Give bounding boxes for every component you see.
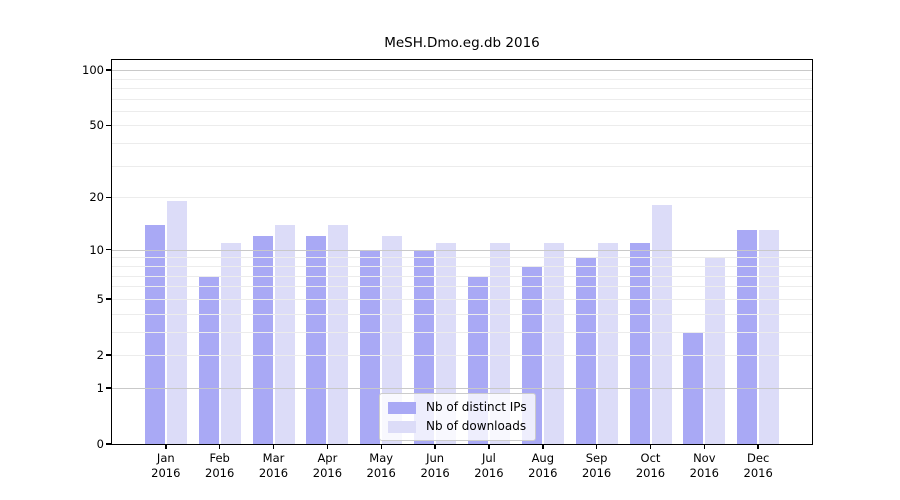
legend: Nb of distinct IPs Nb of downloads — [379, 393, 536, 441]
x-tick-label-aug: Aug 2016 — [528, 451, 558, 480]
y-tick-label-50: 50 — [89, 118, 104, 133]
gridline-minor-20 — [112, 197, 812, 199]
x-tick-nov — [703, 444, 706, 449]
y-tick-label-1: 1 — [96, 380, 104, 395]
y-tick-20 — [106, 196, 112, 198]
bar-nb-of-downloads-sep — [597, 242, 618, 444]
x-tick-aug — [542, 444, 544, 449]
gridline-major-10 — [112, 249, 812, 251]
x-tick-label-jan: Jan 2016 — [151, 451, 181, 480]
gridline-minor-2 — [112, 355, 812, 356]
bar-nb-of-distinct-ips-feb — [198, 275, 219, 444]
gridline-minor-9 — [112, 257, 812, 259]
x-tick-oct — [649, 444, 652, 449]
gridline-minor-8 — [112, 266, 812, 267]
y-tick-label-20: 20 — [89, 190, 104, 205]
bar-nb-of-distinct-ips-oct — [629, 242, 650, 444]
x-tick-label-may: May 2016 — [366, 451, 396, 480]
x-tick-may — [380, 444, 382, 449]
bar-nb-of-distinct-ips-sep — [575, 257, 596, 444]
y-tick-10 — [106, 248, 112, 251]
gridline-minor-40 — [112, 143, 812, 145]
plot-frame — [111, 59, 813, 445]
x-tick-apr — [326, 444, 329, 449]
bar-nb-of-distinct-ips-may — [360, 249, 381, 444]
gridline-minor-7 — [112, 275, 812, 277]
legend-swatch-distinct-ips — [388, 401, 416, 414]
legend-swatch-downloads — [388, 420, 416, 433]
x-tick-label-sep: Sep 2016 — [581, 451, 612, 480]
x-tick-jun — [434, 444, 436, 449]
bar-nb-of-downloads-nov — [705, 257, 726, 444]
bar-nb-of-downloads-jan — [166, 201, 187, 444]
legend-item-distinct-ips: Nb of distinct IPs — [388, 399, 527, 416]
chart-title: MeSH.Dmo.eg.db 2016 — [384, 35, 540, 51]
bar-nb-of-downloads-dec — [759, 230, 780, 444]
x-tick-mar — [272, 444, 275, 449]
y-tick-50 — [106, 124, 112, 127]
y-tick-label-0: 0 — [96, 437, 104, 451]
gridline-minor-3 — [112, 331, 812, 333]
gridline-minor-30 — [112, 165, 812, 167]
bar-nb-of-distinct-ips-dec — [737, 230, 758, 444]
gridline-minor-80 — [112, 87, 812, 89]
y-tick-0 — [106, 443, 112, 445]
bar-nb-of-distinct-ips-jan — [144, 224, 165, 444]
gridline-minor-70 — [112, 98, 812, 100]
bar-nb-of-distinct-ips-apr — [306, 236, 327, 444]
x-tick-label-jul: Jul 2016 — [474, 451, 504, 480]
bar-nb-of-downloads-aug — [543, 242, 564, 444]
y-tick-100 — [106, 69, 112, 71]
bar-nb-of-downloads-oct — [651, 205, 672, 444]
x-tick-feb — [218, 444, 221, 449]
bar-nb-of-distinct-ips-mar — [252, 236, 273, 444]
x-tick-label-jun: Jun 2016 — [420, 451, 450, 480]
legend-label-distinct-ips: Nb of distinct IPs — [426, 400, 527, 414]
y-tick-label-5: 5 — [96, 291, 104, 306]
y-tick-2 — [106, 354, 112, 356]
gridline-major-100 — [112, 70, 812, 71]
y-tick-label-100: 100 — [82, 63, 104, 77]
y-tick-5 — [106, 298, 112, 300]
gridline-minor-90 — [112, 78, 812, 80]
gridline-minor-4 — [112, 313, 812, 315]
x-tick-label-mar: Mar 2016 — [258, 451, 289, 480]
bar-nb-of-downloads-apr — [328, 224, 349, 444]
bar-nb-of-downloads-feb — [220, 242, 241, 444]
gridline-minor-6 — [112, 286, 812, 288]
legend-label-downloads: Nb of downloads — [426, 419, 527, 433]
x-tick-label-oct: Oct 2016 — [635, 451, 666, 480]
x-tick-label-dec: Dec 2016 — [743, 451, 773, 480]
gridline-minor-60 — [112, 110, 812, 112]
bar-nb-of-downloads-may — [382, 236, 403, 444]
x-tick-jul — [488, 444, 490, 449]
y-tick-label-10: 10 — [89, 242, 104, 257]
bar-nb-of-downloads-mar — [274, 224, 295, 444]
x-tick-label-apr: Apr 2016 — [312, 451, 343, 480]
x-tick-sep — [595, 444, 598, 449]
gridline-major-1 — [112, 387, 812, 389]
y-tick-label-2: 2 — [96, 348, 104, 362]
x-tick-dec — [757, 444, 759, 449]
x-tick-label-nov: Nov 2016 — [689, 451, 719, 480]
y-tick-1 — [106, 387, 112, 389]
legend-item-downloads: Nb of downloads — [388, 418, 527, 435]
gridline-minor-5 — [112, 298, 812, 300]
gridline-minor-50 — [112, 125, 812, 127]
x-tick-label-feb: Feb 2016 — [205, 451, 235, 480]
x-tick-jan — [165, 444, 167, 449]
